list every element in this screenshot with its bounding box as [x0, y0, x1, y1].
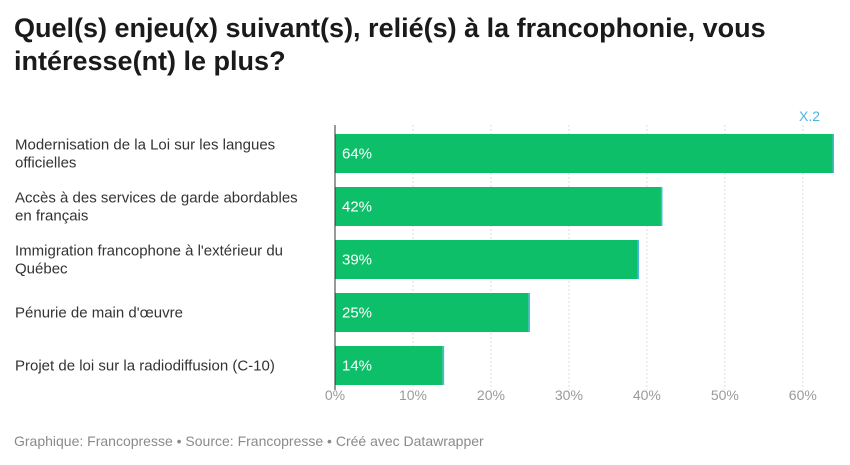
bar-edge [442, 346, 445, 385]
bars: 64% 42% 39% 25% 14% [335, 134, 834, 385]
value-label: 39% [342, 252, 372, 269]
value-label: 25% [342, 305, 372, 322]
bar [335, 240, 638, 279]
value-label: 64% [342, 146, 372, 163]
bar-edge [637, 240, 640, 279]
category-label: Modernisation de la Loi sur les langues [15, 137, 275, 154]
x-tick-label: 40% [633, 387, 661, 403]
category-label: officielles [15, 155, 76, 172]
series-label: X.2 [799, 108, 820, 124]
bar-edge [660, 187, 663, 226]
x-tick-label: 50% [711, 387, 739, 403]
chart-footer: Graphique: Francopresse • Source: Franco… [14, 433, 484, 449]
bar [335, 293, 529, 332]
category-label: Projet de loi sur la radiodiffusion (C-1… [15, 358, 275, 375]
x-tick-label: 20% [477, 387, 505, 403]
bar-edge [832, 134, 834, 173]
bar [335, 187, 661, 226]
x-tick-label: 10% [399, 387, 427, 403]
bar-edge [528, 293, 530, 332]
bar [335, 134, 833, 173]
x-tick-label: 60% [789, 387, 817, 403]
value-label: 42% [342, 199, 372, 216]
bar [335, 346, 443, 385]
x-tick-label: 30% [555, 387, 583, 403]
category-label: Pénurie de main d'œuvre [15, 305, 183, 322]
category-label: Accès à des services de garde abordables [15, 190, 298, 207]
category-label: Québec [15, 261, 68, 278]
chart-title: Quel(s) enjeu(x) suivant(s), relié(s) à … [14, 13, 766, 76]
value-label: 14% [342, 358, 372, 375]
category-label: Immigration francophone à l'extérieur du [15, 243, 283, 260]
category-labels: Modernisation de la Loi sur les langueso… [15, 137, 298, 375]
category-label: en français [15, 208, 88, 225]
x-tick-label: 0% [325, 387, 345, 403]
x-axis-ticks: 0% 10% 20% 30% 40% 50% 60% [325, 387, 817, 403]
